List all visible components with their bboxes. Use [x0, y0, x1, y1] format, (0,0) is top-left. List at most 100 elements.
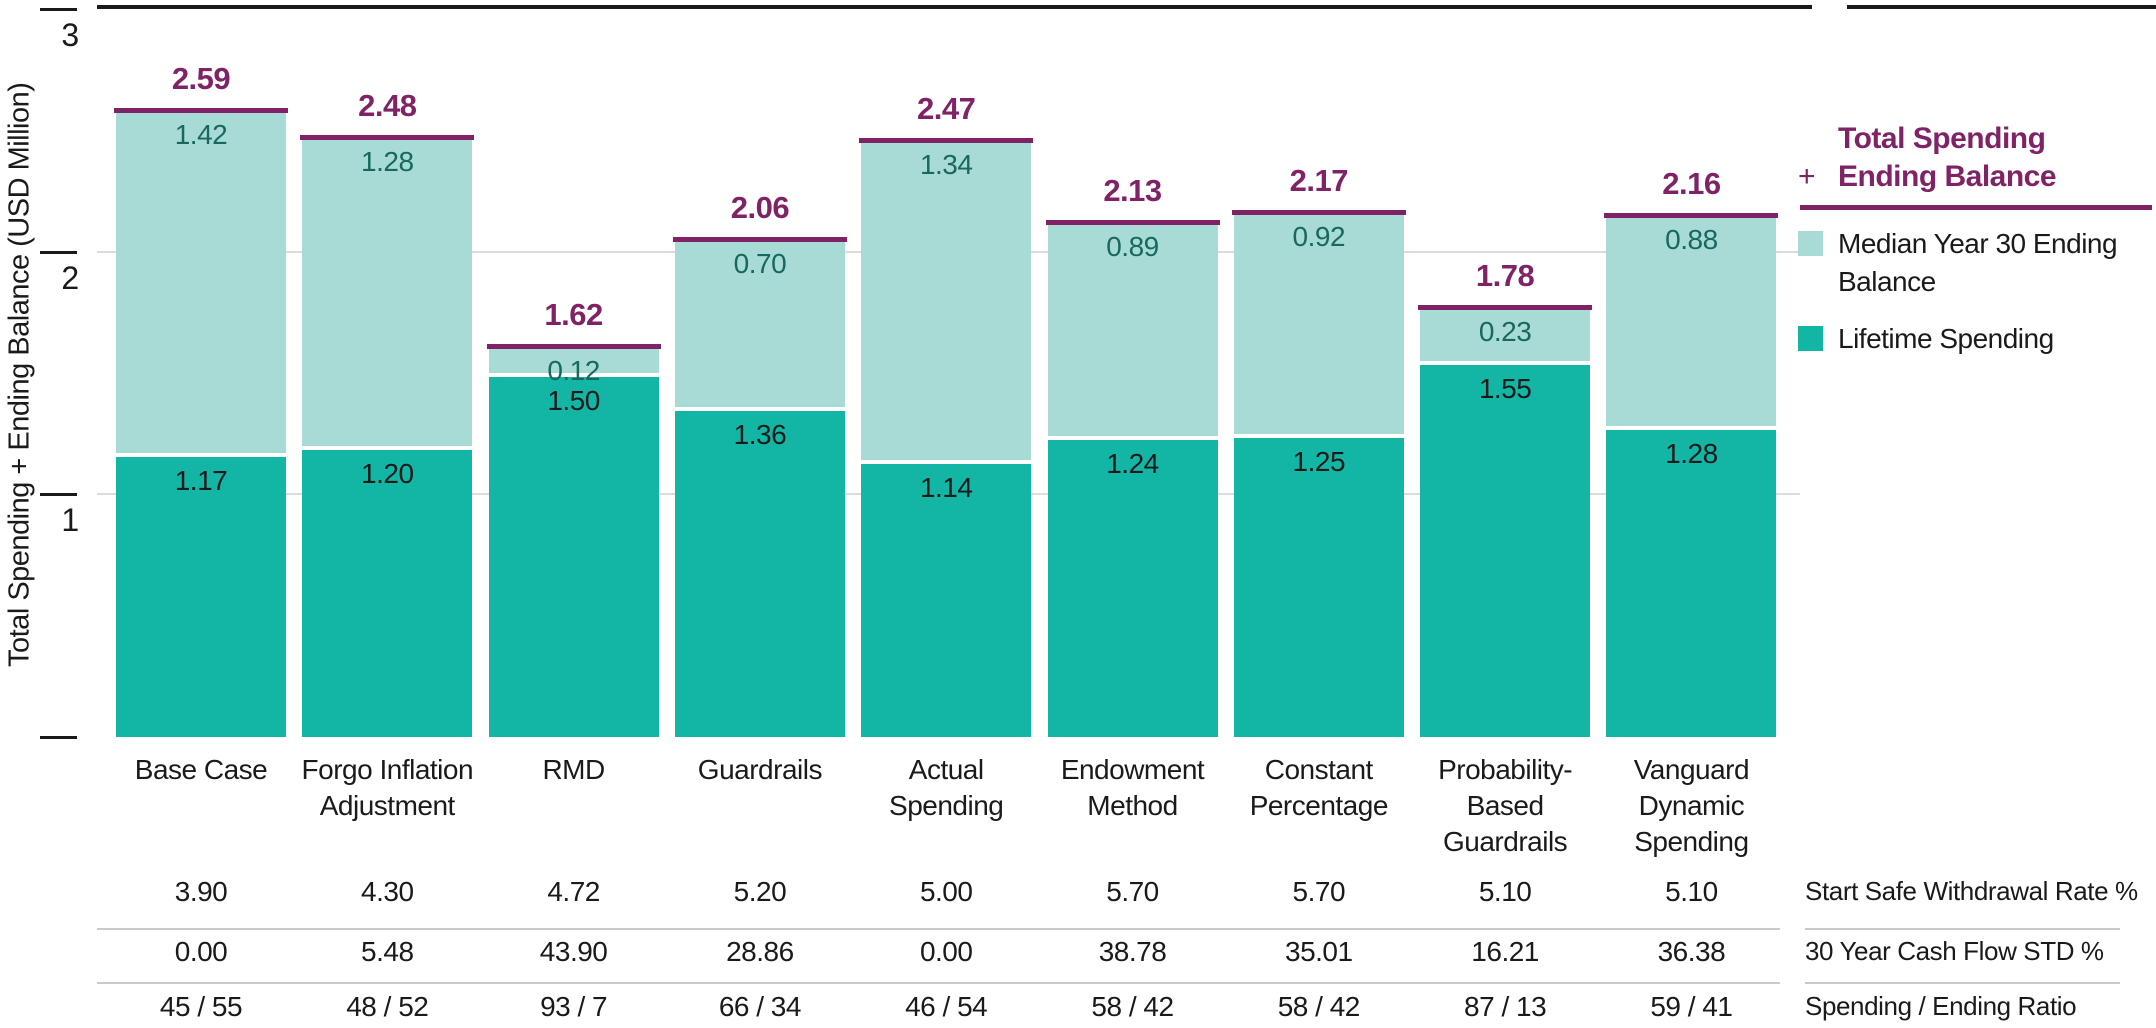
table-cell-r1-c5: 5.00 — [919, 876, 973, 907]
total-value-label-base-case: 2.59 — [171, 61, 231, 97]
ending-balance-value-label-constant: 0.92 — [1292, 221, 1346, 253]
table-cell-r1-c4: 5.20 — [733, 876, 787, 907]
ending-balance-value-label-forgo-inflation: 1.28 — [361, 146, 414, 178]
table-cell-r3-c4: 66 / 34 — [718, 991, 802, 1022]
legend-item-label: Median Year 30 Ending Balance — [1838, 228, 2118, 297]
segment-lifetime-spending-endowment — [1047, 436, 1218, 737]
segment-lifetime-spending-probability — [1420, 360, 1591, 737]
y-axis-tick-label-2: 2 — [61, 259, 79, 296]
ending-balance-swatch — [1798, 231, 1823, 256]
legend-item-ending-balance: Median Year 30 Ending Balance — [1798, 225, 2118, 301]
total-marker-line-forgo-inflation — [300, 135, 475, 141]
table-cell-r2-c8: 16.21 — [1471, 936, 1539, 967]
total-marker-line-guardrails — [672, 237, 847, 243]
lifetime-spending-value-label-vanguard: 1.28 — [1665, 438, 1718, 470]
table-cell-r3-c5: 46 / 54 — [905, 991, 988, 1022]
plus-icon: + — [1798, 160, 1816, 193]
table-cell-r2-c9: 36.38 — [1657, 936, 1726, 967]
table-separator — [1805, 982, 2120, 984]
ending-balance-value-label-endowment: 0.89 — [1106, 231, 1159, 263]
table-cell-r2-c4: 28.86 — [726, 936, 794, 967]
segment-ending-balance-forgo-inflation — [302, 140, 473, 446]
legend-item-lifetime-spending: Lifetime Spending — [1798, 320, 2054, 358]
table-separator — [97, 982, 1780, 984]
legend-total-rule — [1800, 205, 2152, 210]
table-cell-r3-c8: 87 / 13 — [1464, 991, 1547, 1022]
lifetime-spending-value-label-forgo-inflation: 1.20 — [361, 457, 414, 489]
lifetime-spending-value-label-rmd: 1.50 — [547, 384, 600, 416]
lifetime-spending-value-label-base-case: 1.17 — [174, 465, 228, 497]
segment-lifetime-spending-rmd — [488, 372, 659, 737]
segment-ending-balance-guardrails — [674, 242, 845, 407]
table-cell-r2-c7: 35.01 — [1285, 936, 1353, 967]
total-marker-line-actual — [859, 137, 1034, 143]
category-label-vanguard: Vanguard Dynamic Spending — [1633, 754, 1750, 857]
ending-balance-value-label-probability: 0.23 — [1478, 315, 1532, 347]
lifetime-spending-value-label-constant: 1.25 — [1292, 445, 1346, 477]
total-value-label-constant: 2.17 — [1289, 163, 1349, 199]
table-cell-r2-c5: 0.00 — [919, 936, 973, 967]
ending-balance-value-label-vanguard: 0.88 — [1665, 223, 1718, 255]
total-value-label-forgo-inflation: 2.48 — [358, 88, 417, 124]
total-value-label-rmd: 1.62 — [544, 296, 603, 332]
category-label-base-case: Base Case — [134, 754, 268, 785]
total-marker-line-constant — [1231, 210, 1406, 216]
legend-title-line1: Total Spending — [1838, 122, 2046, 155]
category-label-actual: Actual Spending — [889, 754, 1004, 821]
lifetime-spending-value-label-guardrails: 1.36 — [733, 418, 787, 450]
ending-balance-value-label-guardrails: 0.70 — [733, 248, 787, 280]
category-label-guardrails: Guardrails — [697, 754, 823, 785]
table-cell-r3-c7: 58 / 42 — [1277, 991, 1361, 1022]
legend-item-label: Lifetime Spending — [1838, 323, 2054, 354]
table-cell-r1-c9: 5.10 — [1665, 876, 1718, 907]
total-marker-line-base-case — [114, 108, 288, 114]
lifetime-spending-value-label-actual: 1.14 — [919, 472, 973, 504]
table-cell-r1-c2: 4.30 — [361, 876, 414, 907]
ending-balance-value-label-actual: 1.34 — [919, 148, 973, 180]
table-row-label-cash-flow-std: 30 Year Cash Flow STD % — [1805, 936, 2104, 966]
total-value-label-guardrails: 2.06 — [730, 190, 790, 226]
total-marker-line-rmd — [486, 343, 661, 349]
table-cell-r3-c2: 48 / 52 — [346, 991, 429, 1022]
total-value-label-vanguard: 2.16 — [1662, 165, 1721, 201]
y-axis-tick-0 — [40, 736, 77, 739]
lifetime-spending-value-label-probability: 1.55 — [1478, 372, 1532, 404]
chart-top-rule — [97, 5, 1812, 9]
y-axis-tick-2 — [40, 250, 77, 254]
legend-top-rule — [1847, 5, 2156, 9]
legend-title-line2-text: Ending Balance — [1838, 160, 2057, 193]
total-marker-line-vanguard — [1604, 212, 1779, 218]
table-cell-r3-c3: 93 / 7 — [540, 991, 608, 1022]
table-cell-r2-c2: 5.48 — [361, 936, 414, 967]
segment-lifetime-spending-constant — [1233, 433, 1404, 737]
category-label-forgo-inflation: Forgo Inflation Adjustment — [301, 754, 474, 821]
table-cell-r3-c1: 45 / 55 — [159, 991, 243, 1022]
total-marker-line-probability — [1418, 304, 1593, 310]
total-value-label-endowment: 2.13 — [1103, 173, 1162, 209]
segment-ending-balance-probability — [1420, 309, 1591, 361]
table-separator — [97, 928, 1780, 930]
category-label-probability: Probability- Based Guardrails — [1438, 754, 1573, 857]
table-cell-r3-c9: 59 / 41 — [1650, 991, 1733, 1022]
segment-ending-balance-base-case — [116, 113, 286, 454]
ending-balance-value-label-base-case: 1.42 — [174, 119, 228, 151]
segment-ending-balance-actual — [861, 142, 1032, 463]
category-label-constant: Constant Percentage — [1249, 754, 1389, 821]
ending-balance-value-label-rmd: 0.12 — [547, 354, 600, 386]
table-cell-r1-c7: 5.70 — [1292, 876, 1346, 907]
table-cell-r1-c1: 3.90 — [174, 876, 228, 907]
table-cell-r2-c1: 0.00 — [174, 936, 228, 967]
segment-ending-balance-vanguard — [1606, 217, 1777, 427]
segment-lifetime-spending-actual — [861, 460, 1032, 737]
segment-lifetime-spending-base-case — [116, 453, 286, 737]
y-axis-tick-label-1: 1 — [61, 502, 79, 539]
total-value-label-actual: 2.47 — [917, 90, 976, 126]
table-cell-r1-c3: 4.72 — [547, 876, 600, 907]
segment-lifetime-spending-vanguard — [1606, 426, 1777, 737]
table-cell-r3-c6: 58 / 42 — [1091, 991, 1174, 1022]
segment-ending-balance-constant — [1233, 215, 1404, 434]
total-marker-line-endowment — [1045, 220, 1220, 226]
category-label-rmd: RMD — [542, 754, 605, 785]
lifetime-spending-swatch — [1798, 326, 1823, 351]
table-cell-r1-c8: 5.10 — [1478, 876, 1532, 907]
